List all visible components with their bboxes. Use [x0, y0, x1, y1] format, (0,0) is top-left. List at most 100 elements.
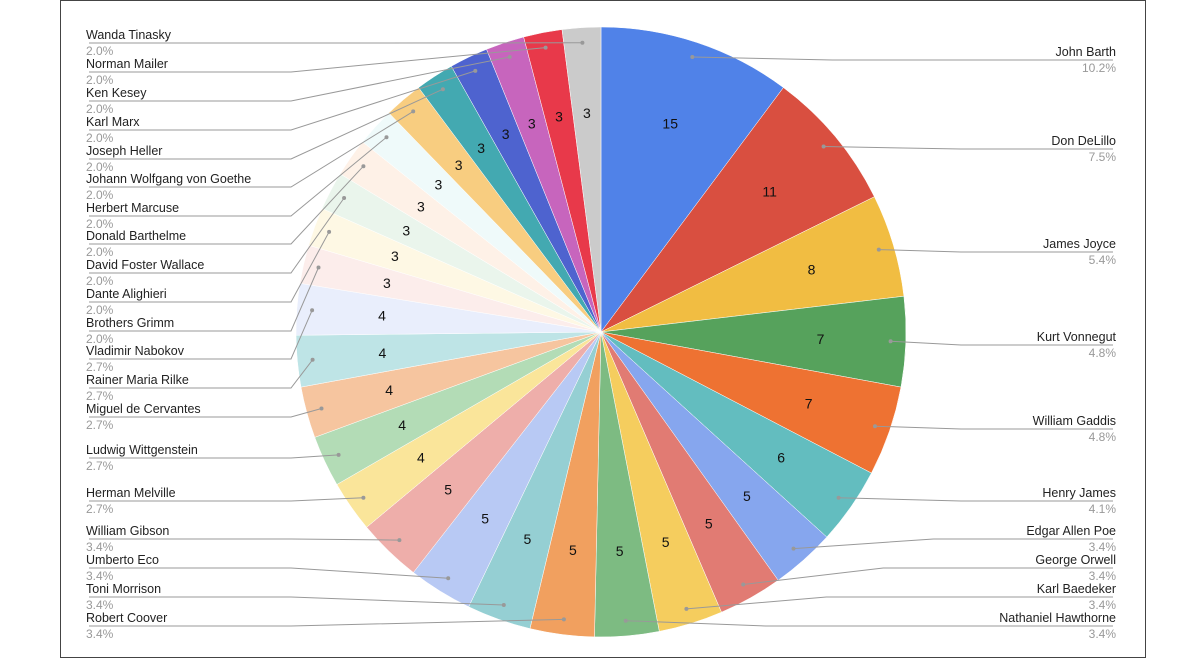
slice-name-label: Dante Alighieri	[86, 287, 167, 301]
slice-name-label: Brothers Grimm	[86, 316, 174, 330]
leader-line	[89, 47, 546, 73]
slice-value-label: 5	[481, 511, 489, 527]
slice-name-label: Karl Baedeker	[1037, 582, 1116, 596]
slice-value-label: 5	[524, 531, 532, 547]
leader-line	[89, 538, 400, 541]
slice-name-label: Toni Morrison	[86, 582, 161, 596]
slice-percent-label: 2.0%	[86, 73, 114, 87]
leader-line	[89, 359, 313, 389]
slice-value-label: 3	[583, 105, 591, 121]
slice-value-label: 7	[817, 331, 825, 347]
slice-value-label: 6	[777, 450, 785, 466]
leader-line	[793, 538, 1113, 550]
slice-percent-label: 2.0%	[86, 102, 114, 116]
slice-value-label: 11	[762, 183, 777, 199]
leader-line	[89, 618, 564, 627]
slice-name-label: James Joyce	[1043, 237, 1116, 251]
leader-line	[878, 249, 1113, 253]
pie-slice	[600, 26, 784, 333]
slice-percent-label: 2.0%	[86, 332, 114, 346]
slice-percent-label: 2.7%	[86, 502, 114, 516]
slice-percent-label: 2.7%	[86, 360, 114, 374]
leader-line	[89, 454, 339, 459]
leader-line	[89, 267, 319, 332]
slice-value-label: 4	[378, 308, 386, 324]
slice-value-label: 4	[379, 345, 387, 361]
leader-line	[89, 136, 387, 217]
leader-line	[89, 231, 330, 303]
slice-percent-label: 3.4%	[1089, 540, 1117, 554]
slice-value-label: 3	[528, 116, 536, 132]
slice-name-label: William Gaddis	[1033, 414, 1116, 428]
leader-line	[89, 110, 414, 188]
leader-line	[692, 56, 1113, 61]
chart-frame: 15 11 8 7 7 6 5 5 5 5 5 5 5 5 4 4 4 4 4 3 3 3 3 3 3 3 3 3 3 3 John Bar…	[60, 0, 1146, 658]
slice-name-label: George Orwell	[1035, 553, 1116, 567]
slice-value-label: 4	[417, 450, 425, 466]
leader-line	[89, 88, 444, 160]
slice-name-label: John Barth	[1056, 45, 1117, 59]
slice-value-label: 4	[385, 382, 393, 398]
slice-name-label: Herman Melville	[86, 486, 176, 500]
slice-labels: John Barth 10.2% Don DeLillo 7.5% James Joyc…	[86, 28, 1117, 641]
slice-percent-label: 3.4%	[86, 569, 114, 583]
slice-value-label: 15	[662, 116, 678, 132]
leader-line	[89, 165, 364, 245]
slice-percent-label: 2.7%	[86, 389, 114, 403]
leader-line	[89, 567, 449, 579]
slice-name-label: Johann Wolfgang von Goethe	[86, 172, 251, 186]
leader-line	[89, 596, 504, 606]
slice-value-label: 3	[502, 126, 510, 142]
slice-percent-label: 3.4%	[86, 598, 114, 612]
slice-value-label: 5	[705, 515, 713, 531]
leader-line	[89, 197, 345, 274]
slice-name-label: Henry James	[1042, 486, 1116, 500]
slice-percent-label: 4.8%	[1089, 346, 1117, 360]
pie-slices	[295, 26, 907, 638]
slice-value-label: 3	[455, 157, 463, 173]
slice-value-label: 5	[662, 534, 670, 550]
slice-name-label: Miguel de Cervantes	[86, 402, 201, 416]
slice-value-label: 3	[555, 108, 563, 124]
slice-value-label: 5	[743, 488, 751, 504]
slice-percent-label: 2.0%	[86, 131, 114, 145]
slice-name-label: Norman Mailer	[86, 57, 168, 71]
slice-percent-label: 2.0%	[86, 217, 114, 231]
slice-value-label: 3	[383, 275, 391, 291]
slice-percent-label: 3.4%	[1089, 569, 1117, 583]
slice-percent-label: 3.4%	[86, 540, 114, 554]
slice-percent-label: 4.8%	[1089, 430, 1117, 444]
slice-percent-label: 2.7%	[86, 418, 114, 432]
leader-line	[89, 497, 364, 502]
slice-name-label: Umberto Eco	[86, 553, 159, 567]
slice-value-label: 5	[444, 482, 452, 498]
slice-value-label: 3	[417, 198, 425, 214]
slice-percent-label: 3.4%	[1089, 598, 1117, 612]
slice-percent-label: 4.1%	[1089, 502, 1117, 516]
slice-name-label: Robert Coover	[86, 611, 167, 625]
leader-line	[686, 596, 1113, 610]
slice-name-label: Vladimir Nabokov	[86, 344, 185, 358]
slice-percent-label: 2.7%	[86, 459, 114, 473]
slice-percent-label: 7.5%	[1089, 150, 1117, 164]
slice-name-label: Wanda Tinasky	[86, 28, 172, 42]
slice-value-label: 3	[435, 176, 443, 192]
leader-line	[89, 70, 476, 131]
slice-name-label: Nathaniel Hawthorne	[999, 611, 1116, 625]
slice-value-label: 5	[569, 542, 577, 558]
slice-value-label: 7	[805, 395, 813, 411]
leader-line	[823, 146, 1113, 150]
slice-name-label: Ken Kesey	[86, 86, 147, 100]
leader-dot	[561, 617, 566, 622]
slice-percent-label: 2.0%	[86, 44, 114, 58]
slice-percent-label: 3.4%	[86, 627, 114, 641]
slice-percent-label: 5.4%	[1089, 253, 1117, 267]
slice-percent-label: 2.0%	[86, 188, 114, 202]
slice-name-label: William Gibson	[86, 524, 169, 538]
slice-name-label: Rainer Maria Rilke	[86, 373, 189, 387]
slice-percent-label: 2.0%	[86, 160, 114, 174]
leader-line	[625, 620, 1113, 627]
slice-name-label: Donald Barthelme	[86, 229, 186, 243]
leader-line	[890, 340, 1113, 346]
